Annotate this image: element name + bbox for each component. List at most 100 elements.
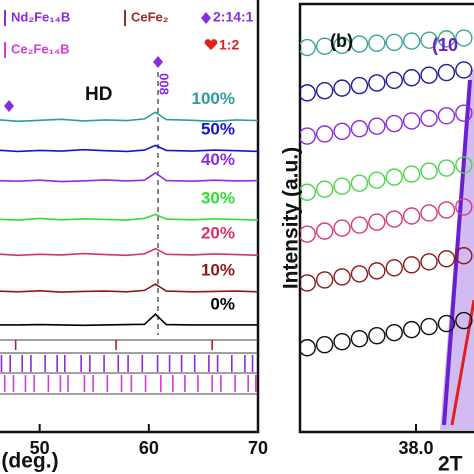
data-point [437,30,456,48]
x-tick-label: 38.0 [398,438,433,458]
data-point [300,183,316,201]
peak-marker [153,56,163,68]
data-point [350,216,369,234]
data-point [437,314,456,333]
data-point [300,84,316,102]
data-point [455,29,473,47]
data-point [437,201,456,219]
data-point [385,210,403,228]
data-point [350,76,369,95]
data-point [420,66,438,84]
data-point [385,71,403,90]
x-tick-label: 60 [139,438,159,458]
legend-swatch [204,39,218,50]
peak-marker [4,100,14,112]
trace [0,313,258,327]
annotation: 008 [157,73,172,95]
data-point [300,225,316,243]
data-point [437,107,456,125]
data-point [315,82,334,100]
series-label: 20% [201,223,235,242]
legend-label: 1:2 [219,37,239,53]
data-point [385,114,403,133]
plot-area [300,29,473,357]
data-point [455,61,473,79]
data-point [368,213,386,231]
trace [0,171,258,183]
data-point [333,268,351,286]
data-point [368,326,386,345]
trace [0,283,258,293]
data-point [333,333,351,351]
data-point [420,253,438,271]
series-label: 50% [201,120,235,139]
data-point [333,79,351,97]
series-label: 40% [201,150,235,169]
data-point [402,256,421,274]
data-point [455,311,473,330]
data-point [315,336,334,354]
data-point [350,329,369,348]
data-point [385,259,403,277]
data-point [402,112,421,130]
plot-frame [298,2,474,434]
legend-label: 2:14:1 [213,9,254,25]
data-point [350,174,369,192]
data-point [437,63,456,82]
series-label: 0% [210,294,235,313]
data-point [300,38,316,57]
data-point [333,219,351,237]
legend-label: CeFe₂ [131,9,169,24]
data-point [315,222,334,240]
data-point [420,162,438,180]
data-point [300,339,316,357]
data-point [350,120,369,138]
trace [0,213,258,221]
plot-frame [0,0,260,434]
trace [0,247,258,257]
legend-label: Nd₂Fe₁₄B [11,9,70,24]
legend-label: Ce₂Fe₁₄B [11,41,70,56]
annotation: (10 [432,35,458,55]
data-point [402,207,421,225]
shift-line [450,299,474,426]
data-point [300,127,316,145]
x-axis-label: (deg.) [1,450,58,473]
data-point [368,171,386,189]
x-tick-label: 70 [248,438,268,458]
plot-area [0,111,258,395]
trace [0,111,258,123]
data-point [437,250,456,268]
data-point [420,317,438,336]
data-point [385,33,403,52]
data-point [333,122,351,141]
data-point [402,165,421,183]
panel-label: (b) [330,31,353,51]
data-point [315,180,334,198]
data-point [402,32,421,50]
data-point [315,125,334,143]
data-point [420,204,438,222]
x-tick-label: 50 [30,438,50,458]
data-point [368,34,386,52]
data-point [402,69,421,87]
data-point [333,177,351,195]
data-point [455,156,473,174]
data-point [455,247,473,265]
data-point [350,265,369,283]
data-point [420,31,438,49]
data-point [368,262,386,280]
data-point [455,198,473,216]
data-point [385,168,403,186]
trace [0,144,258,153]
y-axis-label: Intensity (a.u.) [280,147,303,289]
data-point [368,74,386,92]
data-point [455,104,473,122]
series-label: 100% [192,89,235,108]
series-label: 10% [201,261,235,280]
series-label: 30% [201,189,235,208]
legend-swatch [201,12,211,24]
x-axis-label: 2T [438,453,463,474]
